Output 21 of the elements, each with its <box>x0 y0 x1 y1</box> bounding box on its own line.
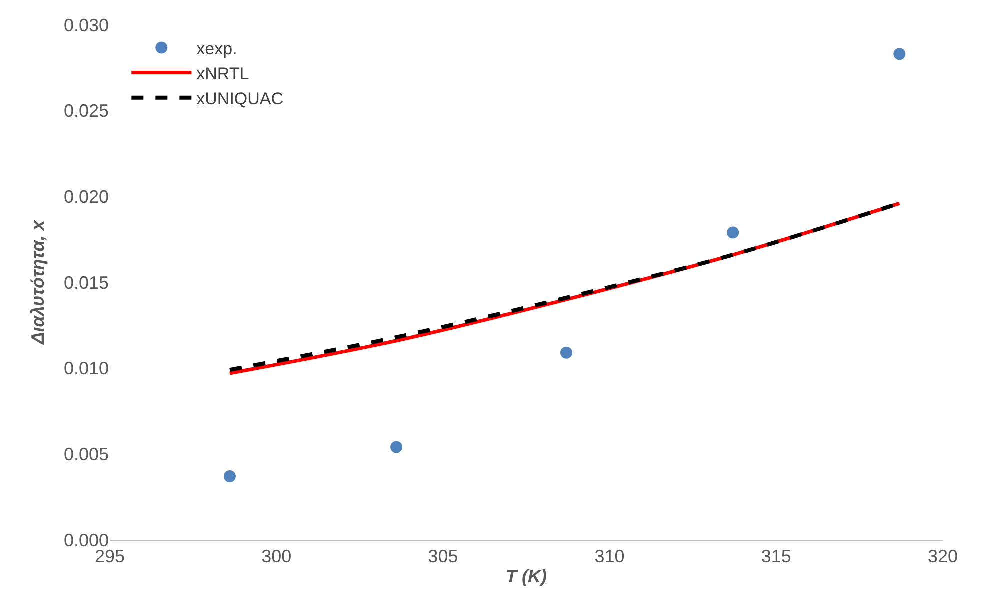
legend-label: xexp. <box>196 39 238 58</box>
y-tick-label: 0.025 <box>64 101 109 122</box>
x-tick-label: 305 <box>428 546 458 567</box>
y-tick-label: 0.005 <box>64 444 109 464</box>
x-tick-label: 310 <box>594 546 625 567</box>
x-tick-label: 315 <box>761 546 792 567</box>
x-tick-label: 320 <box>928 546 958 567</box>
legend-label: xNRTL <box>196 64 250 84</box>
point <box>390 441 403 454</box>
y-axis-title: Διαλυτότητα, x <box>28 220 48 346</box>
point <box>560 346 572 359</box>
y-tick-label: 0.030 <box>64 15 109 36</box>
point <box>224 470 236 482</box>
legend-label: xUNIQUAC <box>196 90 284 109</box>
point <box>727 226 740 239</box>
x-axis-title: T (K) <box>506 566 547 587</box>
x-tick-label: 300 <box>262 546 292 567</box>
y-tick-label: 0.010 <box>64 358 109 379</box>
y-tick-label: 0.015 <box>64 272 109 293</box>
point <box>894 48 906 60</box>
y-tick-label: 0.020 <box>64 186 109 207</box>
